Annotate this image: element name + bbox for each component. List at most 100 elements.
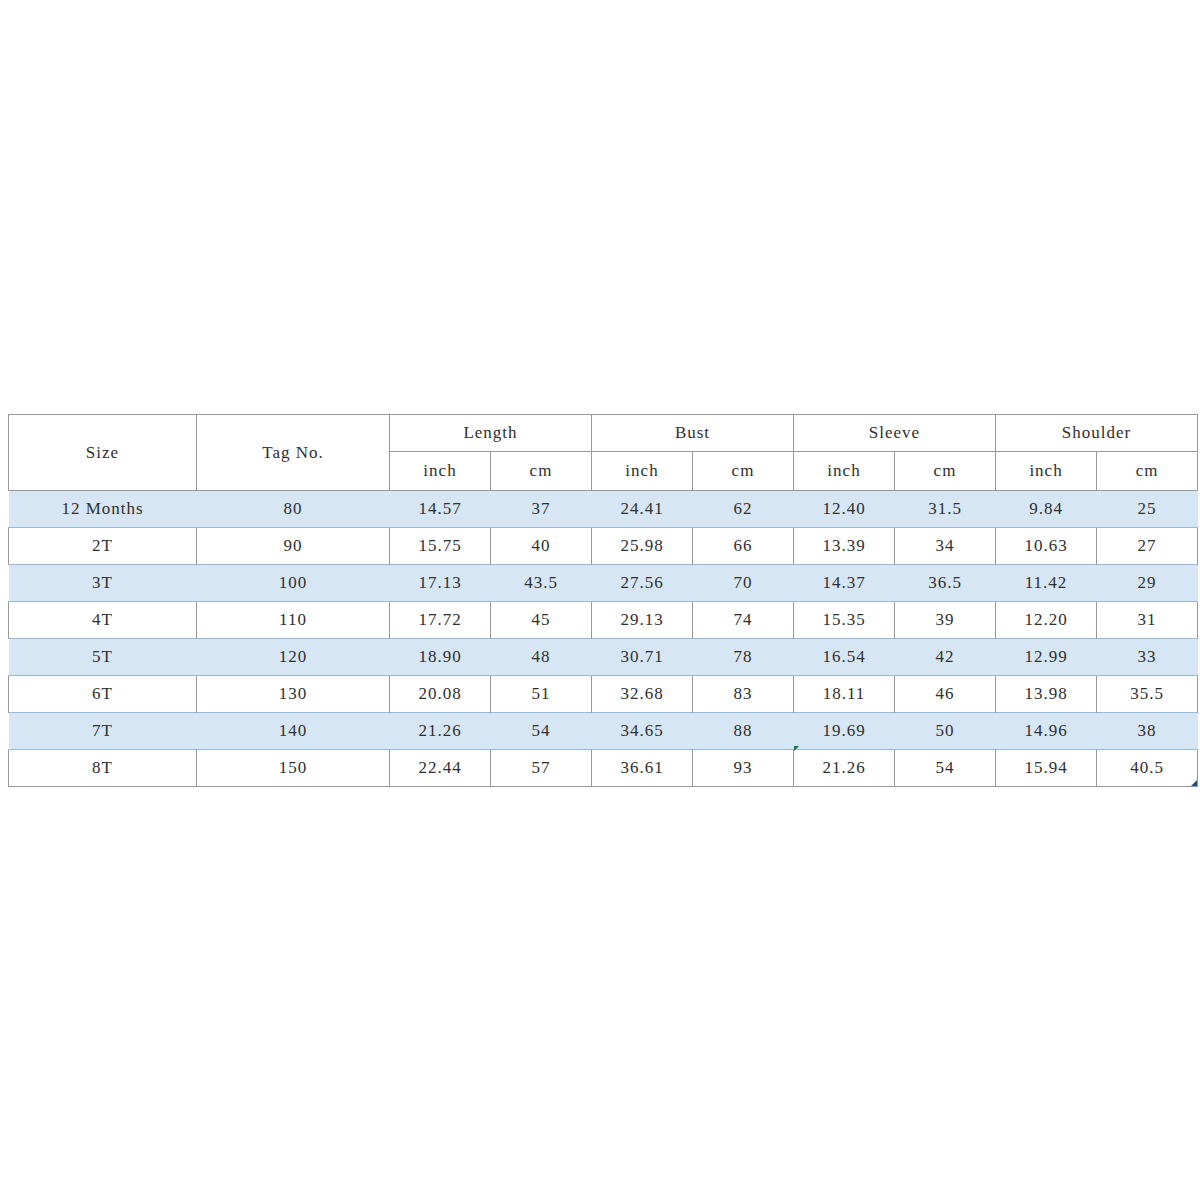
sleeve-inch-cell: 16.54 [794, 639, 895, 676]
bust-cm-cell: 88 [693, 713, 794, 750]
length-cm-cell: 37 [491, 491, 592, 528]
length-cm-cell: 51 [491, 676, 592, 713]
header-sleeve-cm: cm [895, 452, 996, 491]
table-row: 5T 120 18.90 48 30.71 78 16.54 42 12.99 … [9, 639, 1198, 676]
shoulder-inch-cell: 12.99 [996, 639, 1097, 676]
shoulder-cm-cell: 25 [1097, 491, 1198, 528]
bust-cm-cell: 66 [693, 528, 794, 565]
length-inch-cell: 17.13 [390, 565, 491, 602]
size-cell: 8T [9, 750, 197, 787]
header-group-bust: Bust [592, 415, 794, 452]
size-cell: 6T [9, 676, 197, 713]
shoulder-cm-cell: 31 [1097, 602, 1198, 639]
tag-no-cell: 100 [197, 565, 390, 602]
length-inch-cell: 22.44 [390, 750, 491, 787]
sleeve-cm-cell: 36.5 [895, 565, 996, 602]
table-row: 6T 130 20.08 51 32.68 83 18.11 46 13.98 … [9, 676, 1198, 713]
size-cell: 4T [9, 602, 197, 639]
shoulder-cm-cell: 33 [1097, 639, 1198, 676]
length-cm-cell: 57 [491, 750, 592, 787]
bust-cm-cell: 78 [693, 639, 794, 676]
sleeve-inch-cell: 15.35 [794, 602, 895, 639]
tag-no-cell: 140 [197, 713, 390, 750]
bust-inch-cell: 36.61 [592, 750, 693, 787]
sleeve-cm-cell: 46 [895, 676, 996, 713]
shoulder-inch-cell: 11.42 [996, 565, 1097, 602]
table-row: 12 Months 80 14.57 37 24.41 62 12.40 31.… [9, 491, 1198, 528]
size-cell: 2T [9, 528, 197, 565]
sleeve-cm-cell: 31.5 [895, 491, 996, 528]
length-cm-cell: 48 [491, 639, 592, 676]
bust-inch-cell: 34.65 [592, 713, 693, 750]
length-cm-cell: 45 [491, 602, 592, 639]
bust-cm-cell: 70 [693, 565, 794, 602]
tag-no-cell: 130 [197, 676, 390, 713]
header-size: Size [9, 415, 197, 491]
length-inch-cell: 21.26 [390, 713, 491, 750]
table-row: 7T 140 21.26 54 34.65 88 19.69 50 14.96 … [9, 713, 1198, 750]
bust-cm-cell: 83 [693, 676, 794, 713]
size-chart-table: Size Tag No. Length Bust Sleeve Shoulder… [8, 414, 1198, 787]
size-cell: 5T [9, 639, 197, 676]
shoulder-inch-cell: 9.84 [996, 491, 1097, 528]
length-inch-cell: 18.90 [390, 639, 491, 676]
shoulder-inch-cell: 13.98 [996, 676, 1097, 713]
shoulder-inch-cell: 15.94 [996, 750, 1097, 787]
header-shoulder-inch: inch [996, 452, 1097, 491]
length-inch-cell: 15.75 [390, 528, 491, 565]
header-length-cm: cm [491, 452, 592, 491]
shoulder-cm-cell: 27 [1097, 528, 1198, 565]
tag-no-cell: 90 [197, 528, 390, 565]
sleeve-inch-cell: 21.26 [794, 750, 895, 787]
size-chart-container: Size Tag No. Length Bust Sleeve Shoulder… [8, 414, 1198, 787]
bust-inch-cell: 32.68 [592, 676, 693, 713]
sleeve-inch-cell: 18.11 [794, 676, 895, 713]
table-body: 12 Months 80 14.57 37 24.41 62 12.40 31.… [9, 491, 1198, 787]
table-header: Size Tag No. Length Bust Sleeve Shoulder… [9, 415, 1198, 491]
header-tag-no: Tag No. [197, 415, 390, 491]
header-shoulder-cm: cm [1097, 452, 1198, 491]
shoulder-cm-cell: 38 [1097, 713, 1198, 750]
size-cell: 12 Months [9, 491, 197, 528]
header-group-sleeve: Sleeve [794, 415, 996, 452]
sleeve-inch-cell: 14.37 [794, 565, 895, 602]
sleeve-inch-cell: 19.69 [794, 713, 895, 750]
bust-cm-cell: 62 [693, 491, 794, 528]
header-group-shoulder: Shoulder [996, 415, 1198, 452]
sleeve-cm-cell: 54 [895, 750, 996, 787]
length-inch-cell: 14.57 [390, 491, 491, 528]
table-row: 4T 110 17.72 45 29.13 74 15.35 39 12.20 … [9, 602, 1198, 639]
shoulder-cm-cell: 40.5 [1097, 750, 1198, 787]
tag-no-cell: 80 [197, 491, 390, 528]
bust-cm-cell: 93 [693, 750, 794, 787]
shoulder-inch-cell: 10.63 [996, 528, 1097, 565]
sleeve-inch-cell: 13.39 [794, 528, 895, 565]
sleeve-cm-cell: 34 [895, 528, 996, 565]
length-cm-cell: 40 [491, 528, 592, 565]
bust-inch-cell: 27.56 [592, 565, 693, 602]
tag-no-cell: 120 [197, 639, 390, 676]
table-row: 8T 150 22.44 57 36.61 93 21.26 54 15.94 … [9, 750, 1198, 787]
length-inch-cell: 17.72 [390, 602, 491, 639]
length-cm-cell: 43.5 [491, 565, 592, 602]
bust-cm-cell: 74 [693, 602, 794, 639]
header-bust-inch: inch [592, 452, 693, 491]
sleeve-cm-cell: 50 [895, 713, 996, 750]
size-cell: 3T [9, 565, 197, 602]
bust-inch-cell: 29.13 [592, 602, 693, 639]
shoulder-cm-cell: 35.5 [1097, 676, 1198, 713]
table-row: 3T 100 17.13 43.5 27.56 70 14.37 36.5 11… [9, 565, 1198, 602]
header-bust-cm: cm [693, 452, 794, 491]
sleeve-cm-cell: 42 [895, 639, 996, 676]
length-cm-cell: 54 [491, 713, 592, 750]
length-inch-cell: 20.08 [390, 676, 491, 713]
selection-handle-icon [1191, 780, 1197, 786]
tag-no-cell: 110 [197, 602, 390, 639]
shoulder-cm-cell: 29 [1097, 565, 1198, 602]
cell-comment-marker-icon [794, 746, 799, 751]
header-sleeve-inch: inch [794, 452, 895, 491]
bust-inch-cell: 24.41 [592, 491, 693, 528]
sleeve-inch-cell: 12.40 [794, 491, 895, 528]
sleeve-cm-cell: 39 [895, 602, 996, 639]
shoulder-inch-cell: 12.20 [996, 602, 1097, 639]
